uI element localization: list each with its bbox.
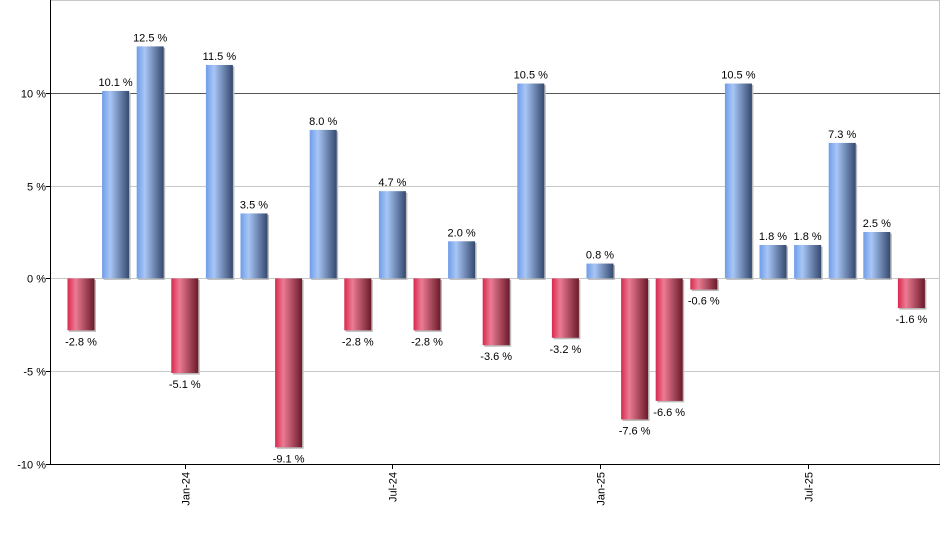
bar-positive [136, 46, 164, 279]
data-label: -2.8 % [342, 336, 374, 348]
data-label: 1.8 % [759, 231, 787, 243]
data-label: 1.8 % [794, 231, 822, 243]
bar-negative [67, 278, 95, 331]
bar-positive [448, 241, 476, 279]
bar-negative [551, 278, 579, 338]
data-label: -3.2 % [550, 344, 582, 356]
data-label: -0.6 % [688, 296, 720, 308]
data-label: 2.5 % [863, 218, 891, 230]
bar-positive [240, 213, 268, 279]
data-label: -1.6 % [896, 314, 928, 326]
bar-positive [309, 129, 337, 279]
bar-negative [482, 278, 510, 346]
data-label: 0.8 % [586, 250, 614, 262]
bar-negative [897, 278, 925, 309]
x-tick-label: Jul-24 [388, 472, 400, 502]
bar-positive [724, 83, 752, 279]
bar-negative [655, 278, 683, 401]
data-label: -7.6 % [619, 425, 651, 437]
bar-negative [275, 278, 303, 448]
bar-negative [621, 278, 649, 420]
y-tick-label: 5 % [27, 182, 46, 194]
data-label: 2.0 % [448, 227, 476, 239]
y-tick-label: 10 % [21, 89, 46, 101]
x-tick-label: Jul-25 [804, 472, 816, 502]
data-label: 11.5 % [203, 51, 237, 63]
data-label: 10.1 % [98, 77, 132, 89]
bar-positive [586, 263, 614, 279]
bar-negative [344, 278, 372, 331]
data-label: 3.5 % [240, 199, 268, 211]
bar-positive [102, 90, 130, 279]
y-tick-label: -10 % [17, 460, 46, 472]
bar-negative [171, 278, 199, 374]
bars [67, 46, 927, 449]
data-label: 10.5 % [721, 70, 755, 82]
data-label: 8.0 % [309, 116, 337, 128]
data-label: 7.3 % [828, 129, 856, 141]
bar-positive [759, 244, 787, 279]
y-tick-label: 0 % [27, 274, 46, 286]
bar-positive [828, 142, 856, 279]
axes: 10 % 5 % 0 % -5 % -10 % Jan-24 Jul-24 Jan-25 Jul… [17, 0, 940, 506]
data-label: -3.6 % [480, 351, 512, 363]
data-label: -6.6 % [653, 407, 685, 419]
x-tick-label: Jan-24 [181, 472, 193, 506]
x-tick-label: Jan-25 [596, 472, 608, 506]
data-label: -5.1 % [169, 379, 201, 391]
bar-positive [794, 244, 822, 279]
data-label: 12.5 % [133, 32, 167, 44]
data-label: -9.1 % [273, 453, 305, 465]
data-label: -2.8 % [411, 336, 443, 348]
data-labels: -2.8 % 10.1 % 12.5 % -5.1 % 11.5 % 3.5 % -9.1 … [65, 32, 927, 465]
y-tick-label: -5 % [23, 367, 46, 379]
data-label: 4.7 % [378, 177, 406, 189]
bar-positive [863, 232, 891, 279]
bar-positive [517, 83, 545, 279]
bar-negative [690, 278, 718, 290]
bar-negative [413, 278, 441, 331]
data-label: -2.8 % [65, 336, 97, 348]
data-label: 10.5 % [514, 70, 548, 82]
bar-positive [205, 64, 233, 279]
bar-positive [378, 191, 406, 279]
